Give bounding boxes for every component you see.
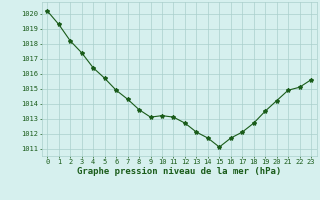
X-axis label: Graphe pression niveau de la mer (hPa): Graphe pression niveau de la mer (hPa) — [77, 167, 281, 176]
